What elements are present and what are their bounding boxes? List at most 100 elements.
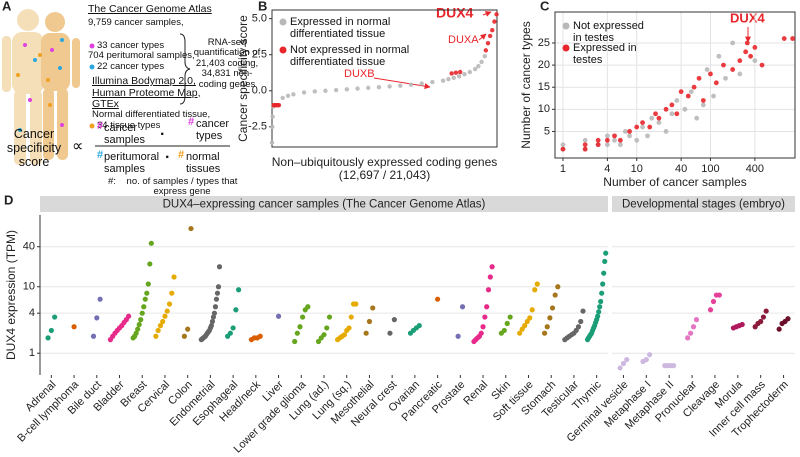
point xyxy=(713,80,719,86)
point xyxy=(142,296,148,302)
annotation-arrow xyxy=(482,11,492,17)
point xyxy=(685,93,691,99)
point xyxy=(148,240,154,246)
symbol: # xyxy=(97,149,104,161)
y-tick-label: 2.5 xyxy=(252,49,267,61)
point xyxy=(708,71,713,77)
point xyxy=(300,314,306,320)
legend-label: Expressed in testes xyxy=(573,42,637,67)
legend-label: Not expressed in normal differentiated t… xyxy=(290,44,410,69)
y-tick-label: 25 xyxy=(538,37,550,49)
point xyxy=(487,33,493,39)
y-tick-label: 5.0 xyxy=(252,13,267,25)
facet-title: Developmental stages (embryo) xyxy=(622,199,785,211)
point xyxy=(598,298,604,305)
point xyxy=(440,78,446,83)
point xyxy=(602,258,608,265)
y-axis-title: Number of cancer types xyxy=(519,21,533,148)
point xyxy=(552,292,558,298)
symbol: # xyxy=(97,120,104,132)
point xyxy=(599,290,605,296)
annotation: DUX4 xyxy=(436,5,474,21)
point xyxy=(478,330,484,336)
point xyxy=(752,44,758,50)
point xyxy=(758,318,764,325)
point xyxy=(133,330,139,336)
legend-label: Not expressed in testes xyxy=(573,20,644,45)
point xyxy=(663,106,669,112)
point xyxy=(653,111,658,117)
point xyxy=(721,62,726,68)
point xyxy=(634,124,640,130)
panel-label: D xyxy=(4,192,13,207)
text: normal tissues xyxy=(186,151,221,176)
point xyxy=(663,129,669,134)
point xyxy=(344,87,350,92)
point xyxy=(230,325,236,331)
point xyxy=(785,316,791,322)
point xyxy=(575,324,582,330)
point xyxy=(459,304,466,310)
y-tick-label: 1 xyxy=(29,347,35,359)
point xyxy=(363,330,369,336)
point xyxy=(669,111,675,117)
panel-label: C xyxy=(540,0,550,13)
point xyxy=(597,304,603,310)
point xyxy=(501,327,507,334)
point xyxy=(370,305,376,311)
y-tick-label: 20 xyxy=(538,59,550,71)
y-axis-title: DUX4 expression (TPM) xyxy=(4,230,18,360)
point xyxy=(656,120,662,126)
point xyxy=(280,95,285,101)
point xyxy=(603,250,609,256)
point xyxy=(483,48,489,53)
point xyxy=(596,309,602,315)
point xyxy=(216,264,223,270)
point xyxy=(582,142,588,148)
point xyxy=(489,264,495,270)
point xyxy=(482,314,488,320)
point xyxy=(408,82,414,87)
point xyxy=(759,62,765,68)
point xyxy=(739,321,745,328)
point xyxy=(462,71,467,77)
point xyxy=(333,87,339,93)
y-axis-title: Cancer specificity score xyxy=(236,15,250,142)
point xyxy=(160,318,166,325)
point xyxy=(297,324,303,330)
point xyxy=(743,49,749,55)
point xyxy=(446,77,451,82)
y-tick-label: -2.5 xyxy=(248,121,267,133)
point xyxy=(624,357,630,363)
point xyxy=(211,310,218,316)
point xyxy=(484,304,490,310)
point xyxy=(453,70,459,75)
point xyxy=(321,332,327,338)
point xyxy=(398,83,403,88)
point xyxy=(171,274,177,280)
text: #: xyxy=(108,176,116,187)
annotation-arrow xyxy=(478,33,487,41)
text: 22 cancer types xyxy=(97,61,165,72)
point xyxy=(312,89,317,94)
point xyxy=(617,142,623,148)
point xyxy=(208,323,215,329)
point xyxy=(737,71,743,77)
y-tick-label: 10 xyxy=(538,103,550,115)
point xyxy=(688,89,694,95)
point xyxy=(451,75,456,80)
point xyxy=(346,325,352,331)
point xyxy=(305,304,311,310)
point xyxy=(185,326,191,332)
point xyxy=(507,314,513,320)
annotation: DUX4 xyxy=(730,10,765,25)
x-axis-title: Number of cancer samples xyxy=(603,175,746,189)
point xyxy=(627,129,632,134)
point xyxy=(620,360,627,367)
symbol: # xyxy=(178,149,185,161)
point xyxy=(547,315,553,321)
point xyxy=(162,313,168,319)
point xyxy=(612,137,617,143)
point xyxy=(776,326,782,332)
point xyxy=(604,142,610,148)
